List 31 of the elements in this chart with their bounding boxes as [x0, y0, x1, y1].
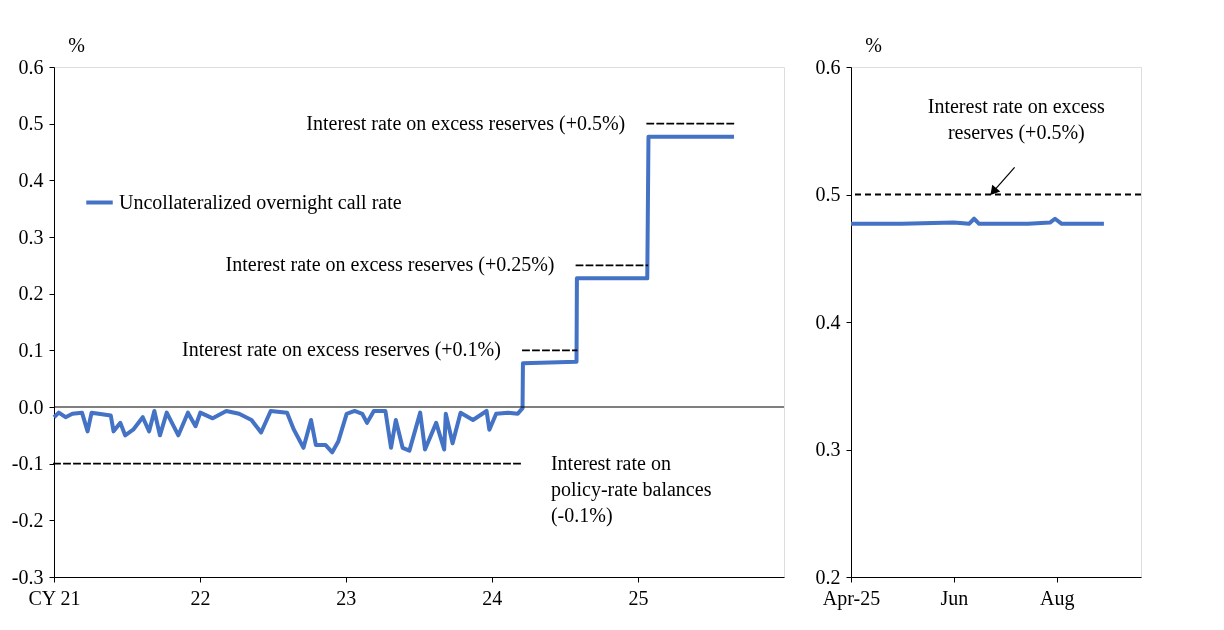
x-tick-label: 24 [482, 586, 503, 609]
y-tick-label: 0.2 [18, 282, 44, 305]
y-tick-label: 0.5 [815, 183, 841, 205]
y-tick-label: -0.3 [11, 565, 44, 588]
y-axis-title: % [865, 33, 882, 56]
x-tick-label: Jun [940, 586, 969, 609]
y-tick-label: -0.2 [11, 508, 44, 531]
y-tick-label: 0.6 [18, 55, 44, 78]
x-tick-label: 25 [628, 586, 649, 609]
annotation: Interest rate on policy-rate balances (-0.1%) [550, 451, 712, 527]
y-tick-label: 0.5 [18, 112, 44, 135]
x-tick-label: CY 21 [28, 586, 81, 609]
annotation: Interest rate on excess reserves (+0.25%) [225, 253, 555, 277]
y-tick-label: 0.2 [815, 565, 841, 588]
y-tick-label: 0.0 [18, 395, 44, 418]
y-tick-label: 0.4 [18, 168, 44, 191]
legend-label: Uncollateralized overnight call rate [119, 190, 402, 214]
x-tick-label: Apr-25 [822, 586, 881, 610]
y-tick-label: 0.3 [815, 438, 841, 460]
x-tick-label: Aug [1039, 586, 1075, 610]
x-tick-label: 23 [336, 586, 357, 609]
y-tick-label: 0.3 [18, 225, 44, 248]
annotation: Interest rate on excess reserves (+0.5%) [927, 94, 1106, 144]
y-axis-title: % [68, 33, 85, 56]
y-tick-label: 0.4 [815, 310, 841, 333]
y-tick-label: 0.1 [18, 338, 44, 361]
annotation: Interest rate on excess reserves (+0.5%) [306, 111, 626, 135]
y-tick-label: -0.1 [11, 452, 44, 475]
annotation: Interest rate on excess reserves (+0.1%) [182, 338, 501, 362]
x-tick-label: 22 [190, 586, 211, 609]
y-tick-label: 0.6 [815, 55, 841, 78]
